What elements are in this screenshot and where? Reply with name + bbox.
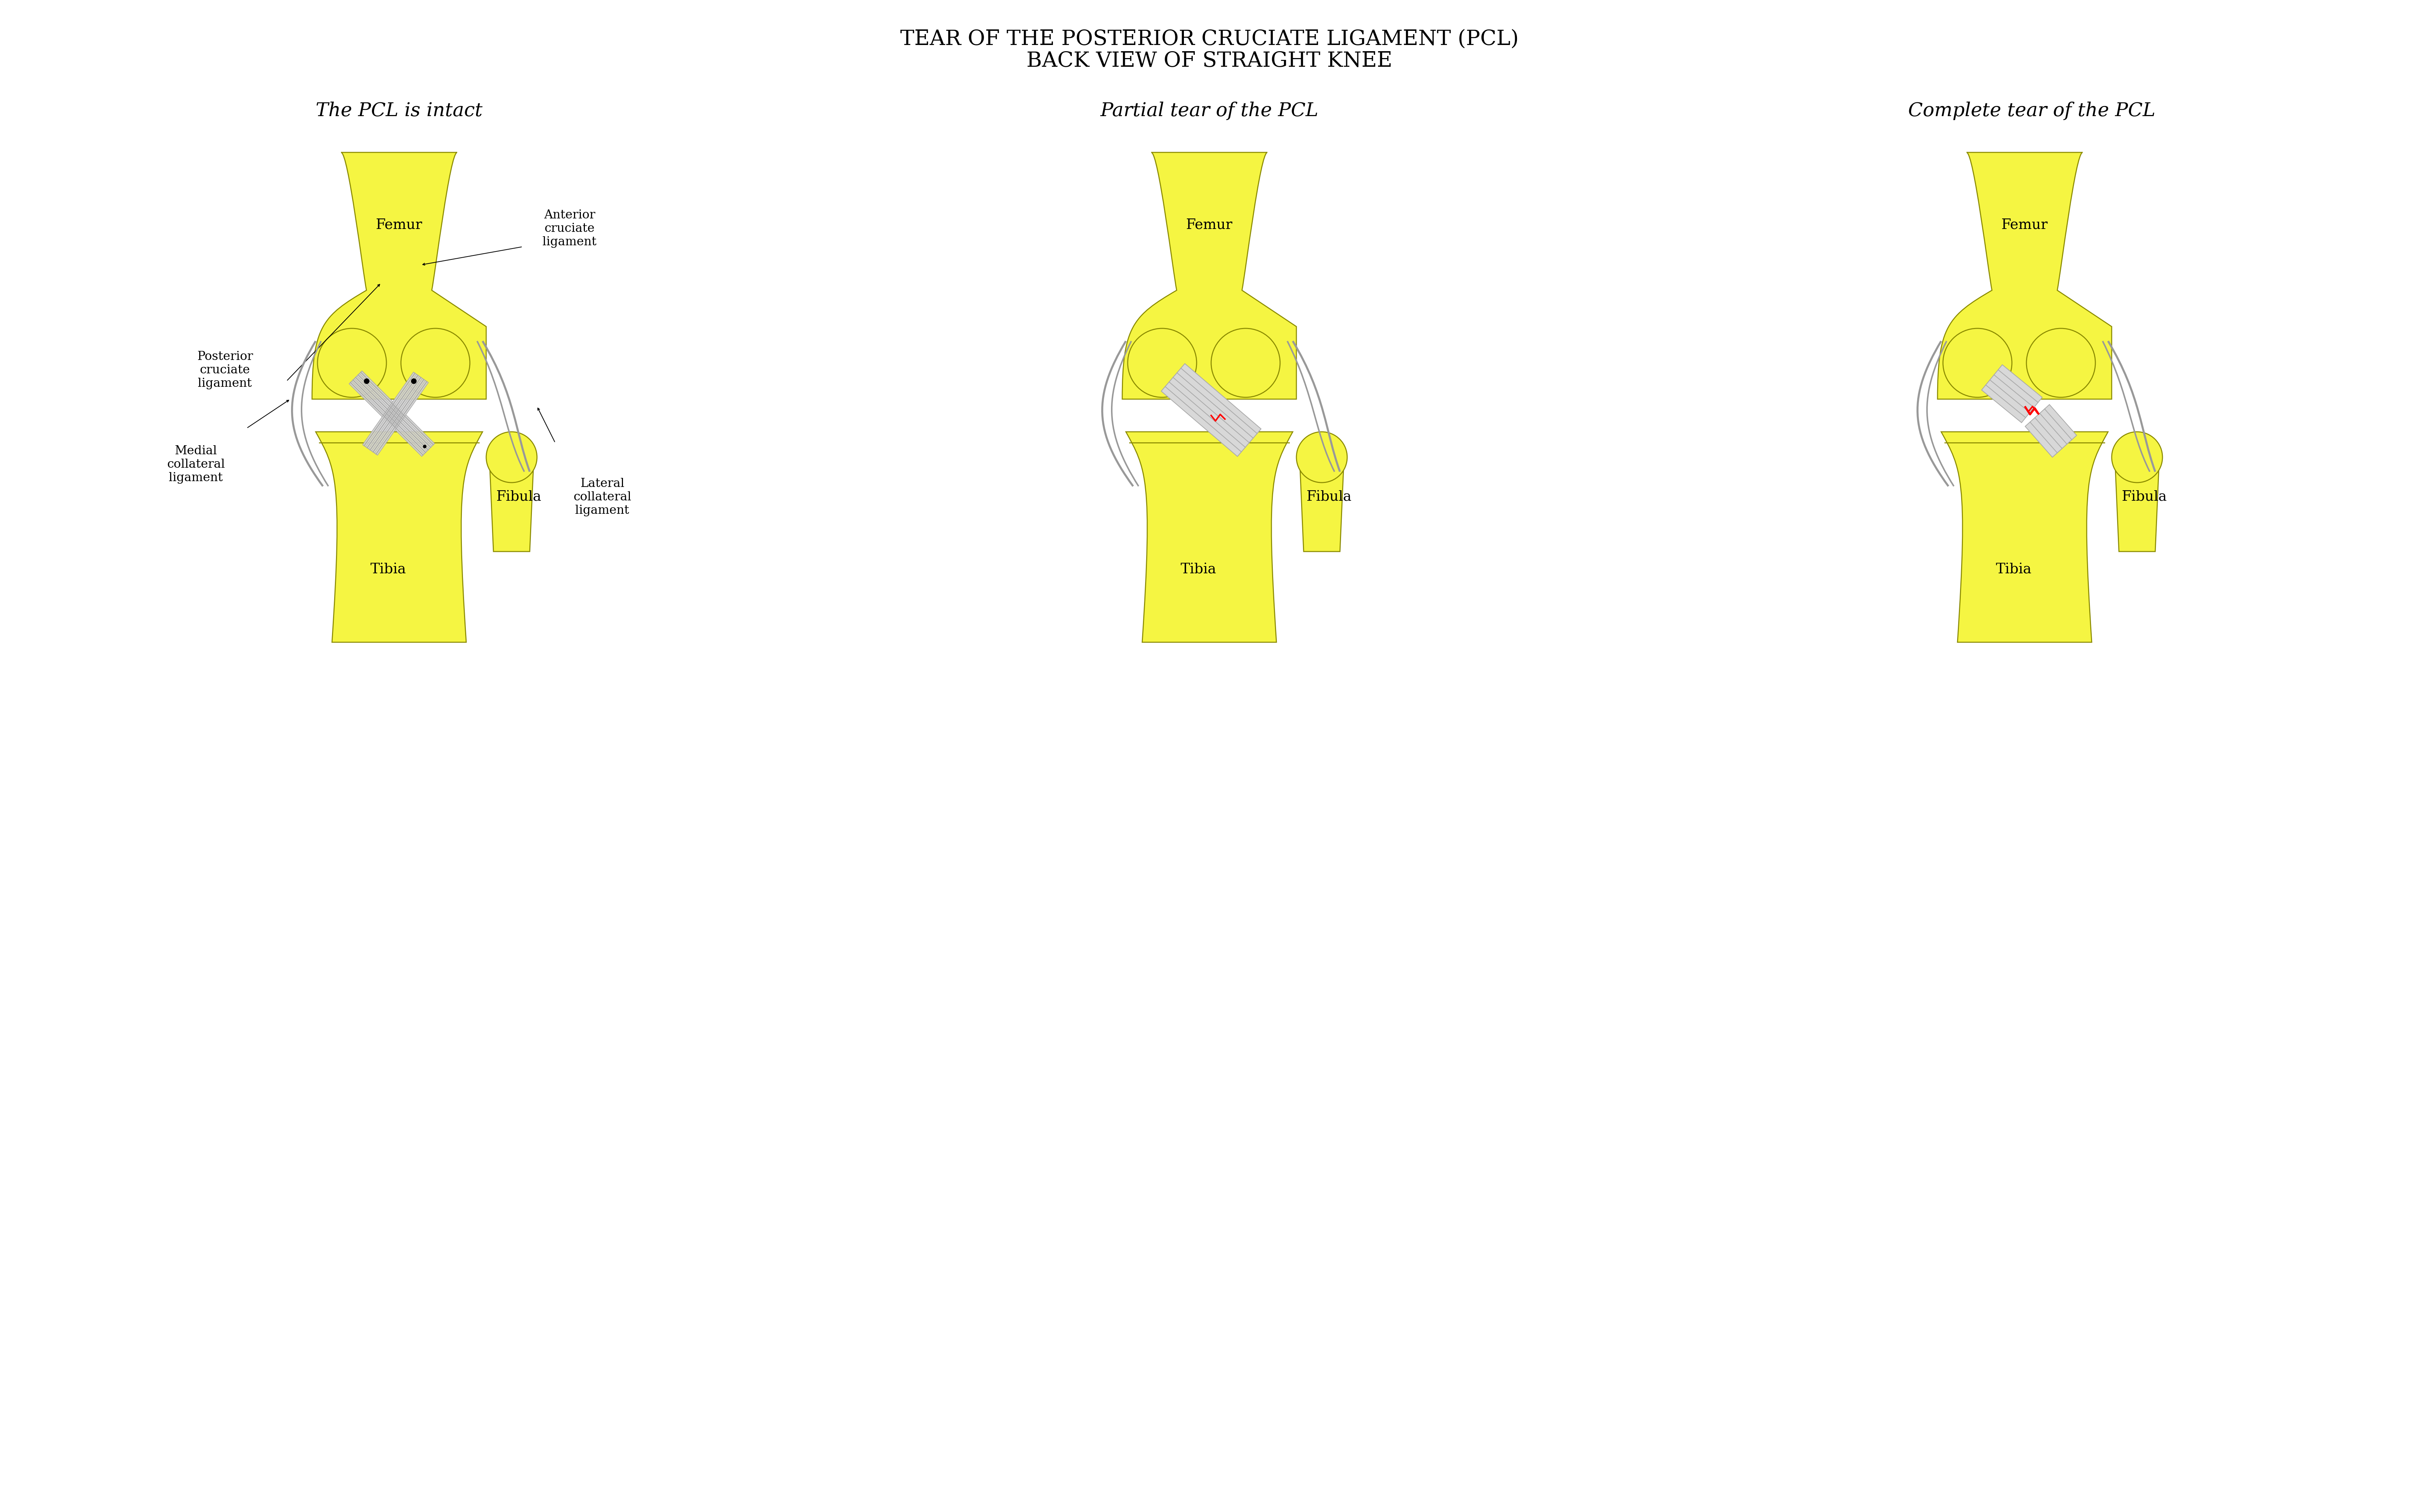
- Text: Tibia: Tibia: [1180, 562, 1217, 576]
- Circle shape: [486, 432, 537, 482]
- Polygon shape: [1981, 364, 2042, 423]
- PathPatch shape: [1122, 153, 1297, 399]
- Polygon shape: [1299, 469, 1343, 552]
- PathPatch shape: [312, 153, 486, 399]
- PathPatch shape: [1940, 432, 2107, 643]
- Text: Tibia: Tibia: [370, 562, 406, 576]
- Text: The PCL is intact: The PCL is intact: [317, 101, 481, 119]
- Polygon shape: [489, 469, 532, 552]
- Polygon shape: [2114, 469, 2158, 552]
- Circle shape: [1127, 328, 1197, 398]
- Text: Anterior
cruciate
ligament: Anterior cruciate ligament: [542, 209, 597, 248]
- PathPatch shape: [314, 432, 481, 643]
- Text: Tibia: Tibia: [1996, 562, 2032, 576]
- PathPatch shape: [1938, 153, 2112, 399]
- Text: BACK VIEW OF STRAIGHT KNEE: BACK VIEW OF STRAIGHT KNEE: [1026, 51, 1393, 71]
- Circle shape: [317, 328, 387, 398]
- Text: Complete tear of the PCL: Complete tear of the PCL: [1909, 101, 2155, 119]
- Text: Posterior
cruciate
ligament: Posterior cruciate ligament: [196, 351, 254, 389]
- Circle shape: [402, 328, 469, 398]
- Circle shape: [1297, 432, 1347, 482]
- Polygon shape: [2025, 405, 2076, 457]
- Text: Partial tear of the PCL: Partial tear of the PCL: [1101, 101, 1318, 119]
- Text: Fibula: Fibula: [1306, 490, 1352, 503]
- Circle shape: [1212, 328, 1280, 398]
- Circle shape: [2027, 328, 2095, 398]
- Text: Fibula: Fibula: [496, 490, 542, 503]
- Text: Femur: Femur: [2001, 218, 2049, 231]
- Polygon shape: [363, 372, 428, 455]
- Circle shape: [1942, 328, 2013, 398]
- Polygon shape: [348, 370, 435, 457]
- Text: Fibula: Fibula: [2121, 490, 2167, 503]
- Text: Femur: Femur: [375, 218, 423, 231]
- Text: Medial
collateral
ligament: Medial collateral ligament: [167, 445, 225, 484]
- Circle shape: [2112, 432, 2163, 482]
- Text: TEAR OF THE POSTERIOR CRUCIATE LIGAMENT (PCL): TEAR OF THE POSTERIOR CRUCIATE LIGAMENT …: [900, 29, 1519, 50]
- PathPatch shape: [1125, 432, 1292, 643]
- Text: Femur: Femur: [1185, 218, 1234, 231]
- Polygon shape: [1161, 363, 1260, 457]
- Text: Lateral
collateral
ligament: Lateral collateral ligament: [573, 478, 631, 516]
